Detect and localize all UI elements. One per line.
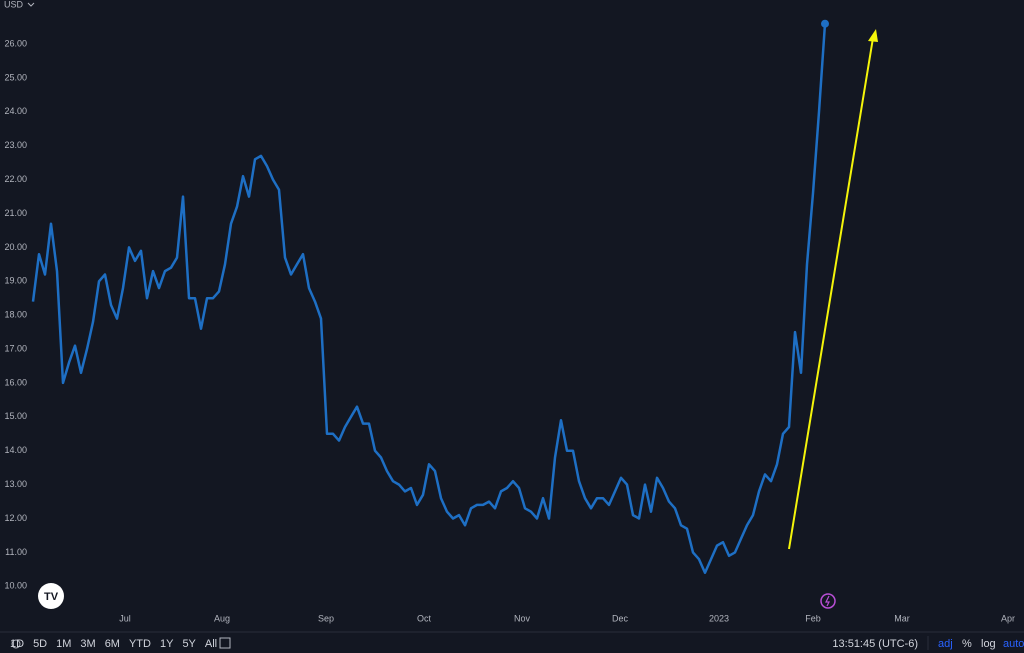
y-tick-label: 25.00	[4, 72, 27, 82]
settings-icon[interactable]	[11, 639, 21, 649]
annotation-arrowhead	[868, 29, 878, 42]
y-tick-label: 12.00	[4, 513, 27, 523]
range-button[interactable]: 1M	[56, 638, 71, 650]
y-tick-label: 21.00	[4, 208, 27, 218]
y-tick-label: 10.00	[4, 581, 27, 591]
toolbar: 1D 5D 1M 3M 6M YTD 1Y 5Y All 13:51:45 (UTC-6) adj%…	[10, 638, 1024, 650]
option-button[interactable]: adj	[938, 638, 953, 650]
x-tick-label: Nov	[514, 613, 531, 623]
x-tick-label: Sep	[318, 613, 334, 623]
range-button[interactable]: All	[205, 638, 217, 650]
range-button[interactable]: 3M	[80, 638, 95, 650]
y-tick-label: 11.00	[5, 547, 27, 557]
y-tick-label: 13.00	[4, 479, 27, 489]
y-tick-label: 26.00	[4, 38, 27, 48]
y-tick-label: 19.00	[4, 276, 27, 286]
x-tick-label: Dec	[612, 613, 629, 623]
svg-text:TV: TV	[44, 591, 59, 603]
range-button[interactable]: 1Y	[160, 638, 174, 650]
event-icon[interactable]	[820, 593, 836, 609]
y-tick-label: 14.00	[4, 445, 27, 455]
y-tick-label: 23.00	[4, 140, 27, 150]
date-range-icon[interactable]	[219, 637, 231, 649]
option-button[interactable]: auto	[1003, 638, 1024, 650]
currency-caret	[27, 2, 35, 7]
y-tick-label: 18.00	[4, 310, 27, 320]
x-tick-label: Jul	[119, 613, 131, 623]
tv-logo: TV	[38, 583, 64, 609]
range-button[interactable]: 6M	[105, 638, 120, 650]
range-button[interactable]: 1D	[10, 638, 24, 650]
y-tick-label: 15.00	[4, 411, 27, 421]
option-button[interactable]: log	[981, 638, 996, 650]
range-button[interactable]: YTD	[129, 638, 151, 650]
y-tick-label: 17.00	[4, 343, 27, 353]
x-tick-label: Feb	[805, 613, 821, 623]
currency-label: USD	[4, 0, 24, 9]
x-tick-label: 2023	[709, 613, 729, 623]
y-tick-label: 20.00	[4, 242, 27, 252]
x-tick-label: Oct	[417, 613, 432, 623]
last-point	[821, 19, 829, 28]
annotation-arrow	[788, 37, 874, 550]
x-tick-label: Mar	[894, 613, 910, 623]
range-button[interactable]: 5D	[33, 638, 47, 650]
x-tick-label: Aug	[214, 613, 230, 623]
option-button[interactable]: %	[962, 638, 972, 650]
y-tick-label: 24.00	[4, 106, 27, 116]
range-button[interactable]: 5Y	[182, 638, 196, 650]
price-line	[31, 23, 827, 574]
clock: 13:51:45 (UTC-6)	[832, 638, 918, 650]
y-tick-label: 22.00	[4, 174, 27, 184]
x-tick-label: Apr	[1001, 613, 1015, 623]
y-tick-label: 16.00	[4, 377, 27, 387]
